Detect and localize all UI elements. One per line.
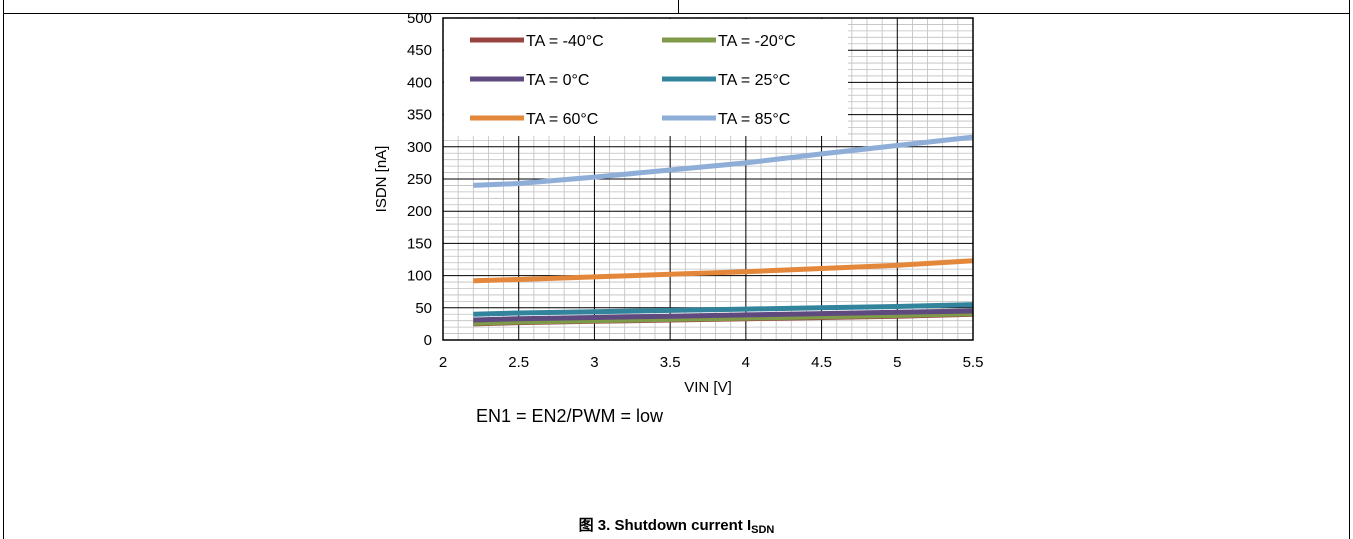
x-tick-label: 3 [590,354,598,371]
page-frame-divider [678,0,679,14]
series-line-5 [473,134,974,188]
x-tick-label: 5.5 [963,354,984,371]
page-frame-left [3,0,4,539]
legend-label-3: TA = 25°C [718,72,790,89]
legend-label-0: TA = -40°C [526,33,604,50]
page-frame-top [3,13,1350,14]
y-tick-label: 250 [407,171,432,188]
y-tick-label: 400 [407,74,432,91]
x-tick-label: 2.5 [508,354,529,371]
series-line-4 [473,258,974,284]
legend-label-2: TA = 0°C [526,72,589,89]
y-axis-tick-labels: 0 50 100 150 200 250 300 350 400 450 500 [407,10,432,349]
x-tick-label: 2 [439,354,447,371]
caption-text: 图 3. Shutdown current I [578,517,752,534]
legend-label-4: TA = 60°C [526,111,598,128]
x-tick-label: 4.5 [811,354,832,371]
y-tick-label: 150 [407,235,432,252]
x-tick-label: 4 [742,354,750,371]
series-line-1 [473,311,974,326]
y-tick-label: 300 [407,139,432,156]
plot-area-border [442,17,974,341]
y-tick-label: 500 [407,10,432,27]
x-tick-label: 5 [893,354,901,371]
x-axis-label: VIN [V] [684,379,732,396]
series-line-3 [473,302,974,317]
series-layer [473,134,974,327]
y-tick-label: 350 [407,107,432,124]
series-line-2 [473,308,974,323]
y-tick-label: 50 [415,300,432,317]
legend-label-5: TA = 85°C [718,111,790,128]
y-tick-label: 100 [407,268,432,285]
legend: TA = -40°C TA = -20°C TA = 0°C TA = 25°C TA … [444,19,848,136]
figure-caption: 图 3. Shutdown current ISDN [0,514,1353,536]
x-axis-tick-labels: 2 2.5 3 3.5 4 4.5 5 5.5 [439,354,984,371]
y-tick-label: 0 [424,332,432,349]
page-frame-right [1349,0,1350,539]
y-tick-label: 450 [407,42,432,59]
shutdown-current-chart: 0 50 100 150 200 250 300 350 400 450 500 2 2.5 3 3.5 4… [373,10,984,396]
test-condition-note: EN1 = EN2/PWM = low [476,406,664,426]
legend-label-1: TA = -20°C [718,33,796,50]
y-axis-label: ISDN [nA] [373,146,390,213]
y-tick-label: 200 [407,203,432,220]
caption-subscript: SDN [751,524,775,536]
x-tick-label: 3.5 [660,354,681,371]
